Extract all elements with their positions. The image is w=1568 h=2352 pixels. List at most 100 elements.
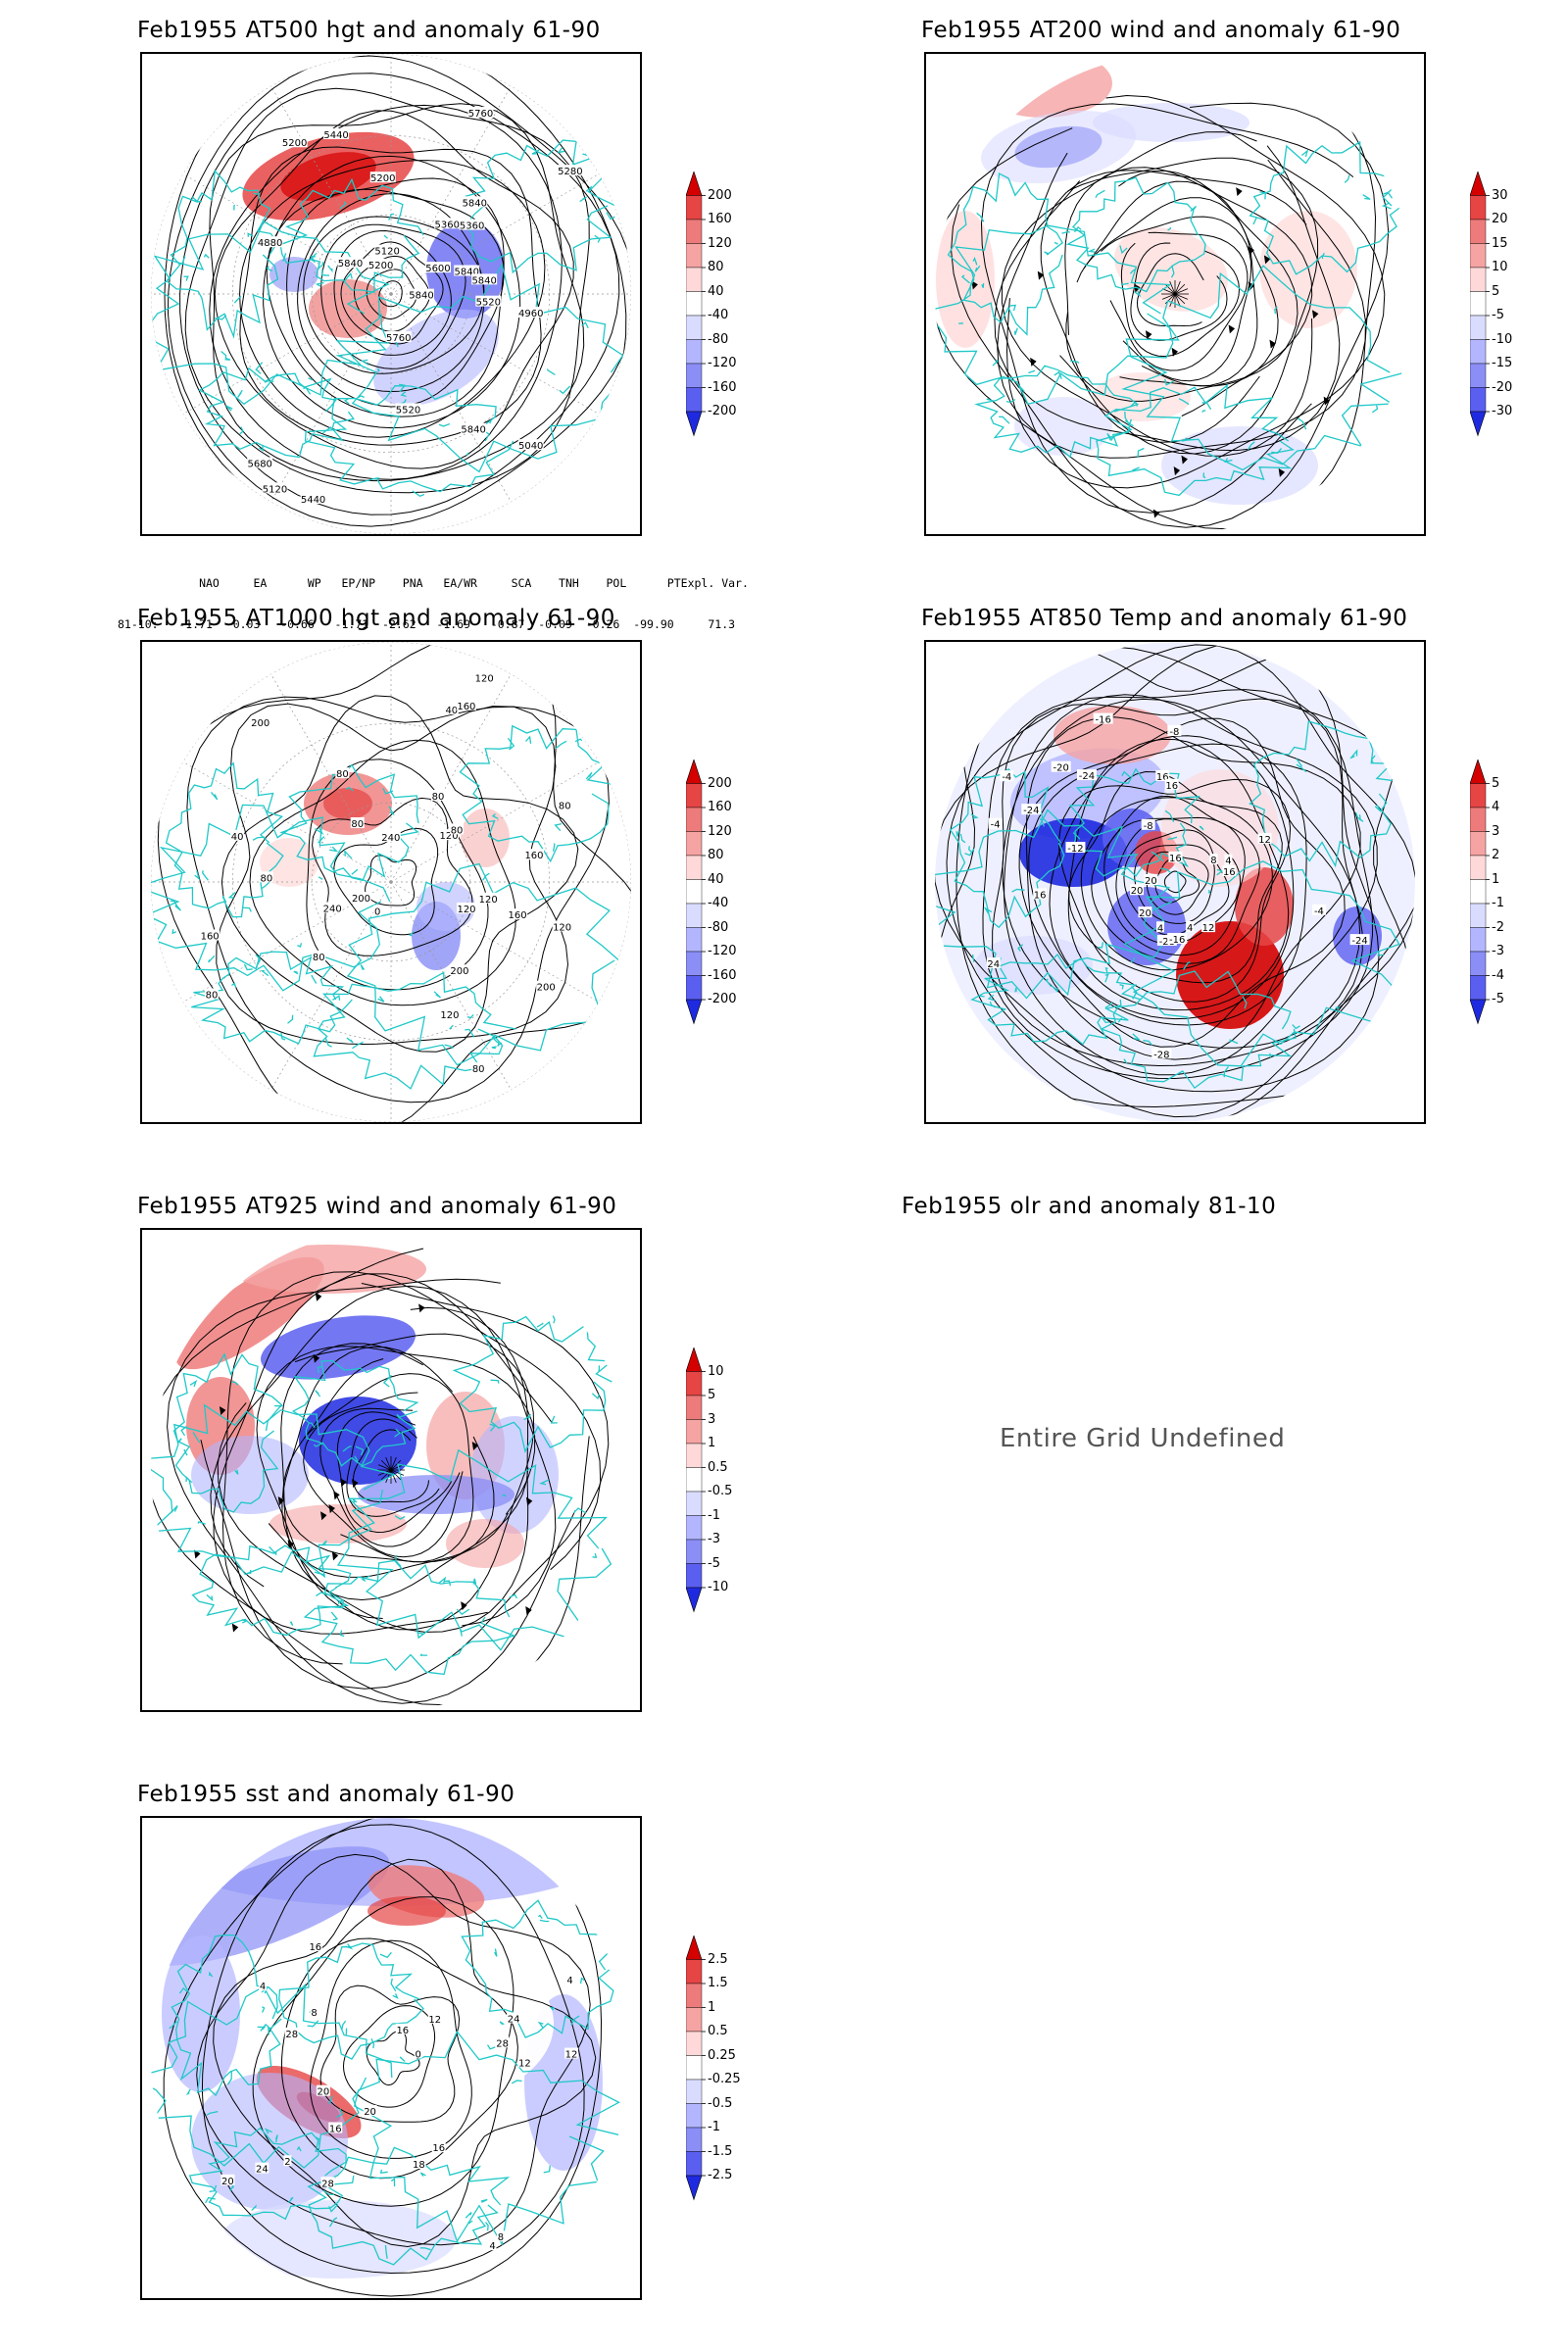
contour-label: 5040: [518, 441, 543, 452]
contour: [319, 1984, 461, 2123]
colorbar-label: 200: [708, 775, 732, 791]
coastline: [379, 2169, 388, 2174]
coastline: [237, 389, 243, 398]
contour-label: 160: [201, 931, 220, 942]
contour: [312, 797, 473, 956]
panel-at1000: Feb1955 AT1000 hgt and anomaly 61-90 80 1…: [0, 588, 784, 1176]
coastline: [1216, 868, 1224, 876]
contour-label-bg: [1186, 921, 1195, 933]
coastline: [229, 2184, 234, 2192]
coastline: [581, 321, 589, 329]
coastline: [304, 385, 514, 493]
contour-label: 120: [475, 674, 494, 685]
contour-label-bg: [1224, 854, 1233, 865]
coastline: [233, 204, 236, 211]
coastline: [983, 906, 993, 914]
coastline: [341, 2020, 347, 2031]
coastline: [370, 2038, 375, 2049]
contour: [252, 1896, 514, 2207]
contour: [239, 160, 546, 438]
colorbar-bottom-arrow: [1470, 411, 1487, 437]
anomaly-shade: [358, 1475, 514, 1514]
contour-label-bg: [507, 2012, 521, 2024]
anomaly-shade: [191, 1436, 309, 1514]
coastline: [176, 256, 186, 266]
contour: [992, 698, 1363, 1067]
colorbar-segment: [686, 339, 703, 365]
contour-label: 16: [1223, 867, 1236, 878]
coastline: [1117, 1017, 1123, 1023]
coastline: [485, 2222, 489, 2231]
pole-streamline: [1161, 288, 1176, 295]
contour-label-bg: [1076, 769, 1097, 781]
contour-label-bg: [1152, 1048, 1172, 1059]
coastline: [509, 1593, 517, 1599]
disc-fill: [935, 642, 1415, 1122]
colorbar-label: -3: [1492, 944, 1504, 958]
coastline: [339, 201, 347, 210]
coastline: [289, 1621, 294, 1626]
contour-label: 4880: [258, 238, 282, 249]
contour: [365, 855, 417, 906]
colorbar-label: -120: [708, 944, 737, 958]
colorbar-top-arrow: [686, 172, 703, 196]
coastline: [1119, 984, 1124, 990]
anomaly-shade: [1107, 887, 1186, 965]
coastline: [313, 971, 516, 1090]
lat-lon-grid: [151, 642, 631, 1122]
colorbar-label: 80: [708, 260, 724, 274]
polar-map: [935, 54, 1415, 534]
streamline: [151, 1248, 590, 1706]
coastline: [1045, 978, 1053, 988]
coastline: [490, 1379, 500, 1384]
coastline: [253, 192, 260, 196]
coastlines: [935, 140, 1406, 497]
colorbar-segment: [686, 927, 703, 953]
contour-label: -16: [1096, 715, 1111, 726]
coastline: [986, 398, 993, 402]
coastline: [261, 1986, 269, 1994]
coastline: [310, 255, 316, 264]
contour-label-bg: [461, 422, 487, 434]
coastline: [1354, 811, 1364, 822]
contour-label-bg: [1155, 769, 1170, 781]
contour-labels: 12844-4-16-28-4-24-28-24-20-16-12-8-4416…: [986, 712, 1370, 1060]
colorbar-segment: [686, 2079, 703, 2104]
contour-label-bg: [409, 288, 435, 300]
coastline: [1167, 226, 1172, 231]
contour-label: 240: [381, 833, 400, 844]
coastline: [165, 761, 284, 918]
coastline: [202, 870, 209, 881]
coastline: [172, 929, 177, 935]
contour-label: 80: [451, 825, 464, 836]
colorbar-top-arrow: [686, 1348, 703, 1372]
contour-label-bg: [1209, 854, 1218, 865]
contour-label-bg: [1167, 932, 1188, 944]
colorbar-top-arrow: [1470, 172, 1487, 196]
contour-label: 4960: [518, 309, 543, 319]
contour-label-bg: [431, 2141, 446, 2153]
coastline: [459, 724, 623, 863]
coastline: [1121, 265, 1406, 471]
wind-arrow: [1269, 339, 1276, 349]
colorbar-segment: [1470, 951, 1487, 976]
coastline: [574, 738, 583, 743]
contour: [214, 110, 574, 469]
coastline: [419, 2247, 431, 2251]
wind-arrow: [277, 1496, 285, 1506]
coastline: [1072, 832, 1081, 840]
contour-label-bg: [262, 482, 288, 494]
wind-arrow: [231, 1623, 239, 1633]
coastline: [231, 1381, 239, 1386]
contour-label-bg: [1144, 873, 1158, 885]
coastline: [243, 963, 253, 971]
contour-label-bg: [1138, 906, 1152, 918]
contour-label-bg: [373, 905, 382, 916]
coastline: [151, 1983, 393, 2169]
coastline: [974, 365, 1140, 459]
map-disc: [935, 54, 1415, 534]
contour-label: 0: [416, 2049, 421, 2060]
colorbar-label: 0.25: [708, 2047, 736, 2063]
coastline: [491, 1046, 497, 1050]
panel-title: Feb1955 AT850 Temp and anomaly 61-90: [921, 606, 1408, 631]
